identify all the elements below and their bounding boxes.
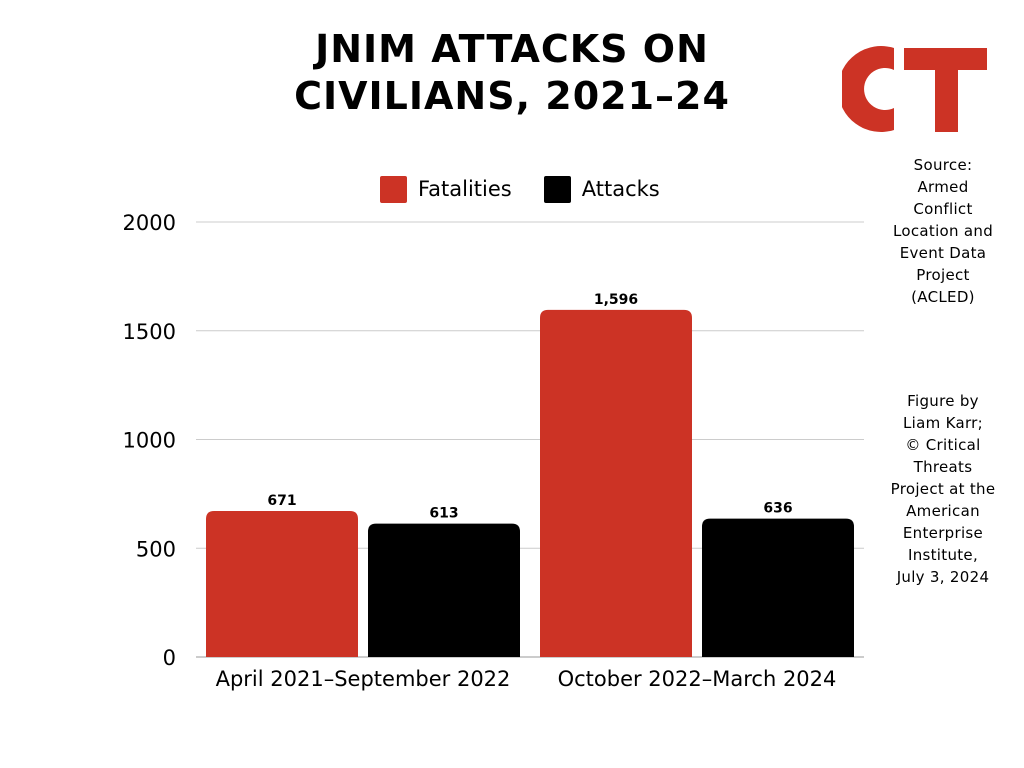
y-tick-label: 500	[136, 537, 176, 561]
legend-item-attacks: Attacks	[543, 175, 660, 203]
data-label: 613	[429, 506, 458, 522]
data-label: 1,596	[594, 292, 638, 308]
y-tick-label: 2000	[123, 211, 176, 235]
source-line: Project	[916, 266, 970, 284]
data-label: 636	[763, 501, 792, 517]
data-label: 671	[267, 493, 296, 509]
x-category-label: October 2022–March 2024	[558, 667, 837, 691]
bar-fatalities	[206, 511, 358, 657]
figure-credit: Figure by Liam Karr; © Critical Threats …	[880, 390, 1006, 588]
source-line: Location and	[892, 222, 994, 240]
logo-letter-t-stem	[935, 48, 958, 132]
source-line: Conflict	[913, 200, 973, 218]
credit-line: Liam Karr;	[903, 414, 983, 432]
source-line: Event Data	[899, 244, 987, 262]
legend-label-attacks: Attacks	[581, 177, 660, 201]
legend-swatch-fatalities	[380, 175, 407, 203]
bar-fatalities	[540, 309, 692, 657]
credit-line: July 3, 2024	[896, 568, 990, 586]
credit-line: American	[906, 502, 980, 520]
bar-attacks	[368, 523, 520, 657]
chart-title-line-2: CIVILIANS, 2021–24	[294, 74, 730, 118]
credit-line: Threats	[913, 458, 973, 476]
chart-title-line-1: JNIM ATTACKS ON	[315, 27, 709, 71]
source-line: (ACLED)	[911, 288, 975, 306]
y-tick-label: 0	[163, 646, 176, 670]
source-note: Source: Armed Conflict Location and Even…	[880, 154, 1006, 308]
credit-line: Institute,	[907, 546, 979, 564]
credit-line: Figure by	[907, 392, 979, 410]
y-tick-label: 1500	[123, 320, 176, 344]
credit-line: Project at the	[890, 480, 996, 498]
chart-legend: Fatalities Attacks	[380, 172, 692, 206]
source-line: Armed	[917, 178, 969, 196]
legend-label-fatalities: Fatalities	[418, 177, 512, 201]
legend-swatch-attacks	[543, 175, 571, 203]
credit-line: Enterprise	[902, 524, 984, 542]
chart-title: JNIM ATTACKS ON CIVILIANS, 2021–24	[212, 26, 812, 120]
ct-logo	[842, 46, 987, 132]
bar-attacks	[702, 518, 854, 657]
credit-line: © Critical	[905, 436, 981, 454]
x-category-label: April 2021–September 2022	[216, 667, 511, 691]
source-line: Source:	[913, 156, 973, 174]
legend-item-fatalities: Fatalities	[380, 175, 512, 203]
y-tick-label: 1000	[123, 429, 176, 453]
logo-letter-c	[842, 46, 894, 132]
